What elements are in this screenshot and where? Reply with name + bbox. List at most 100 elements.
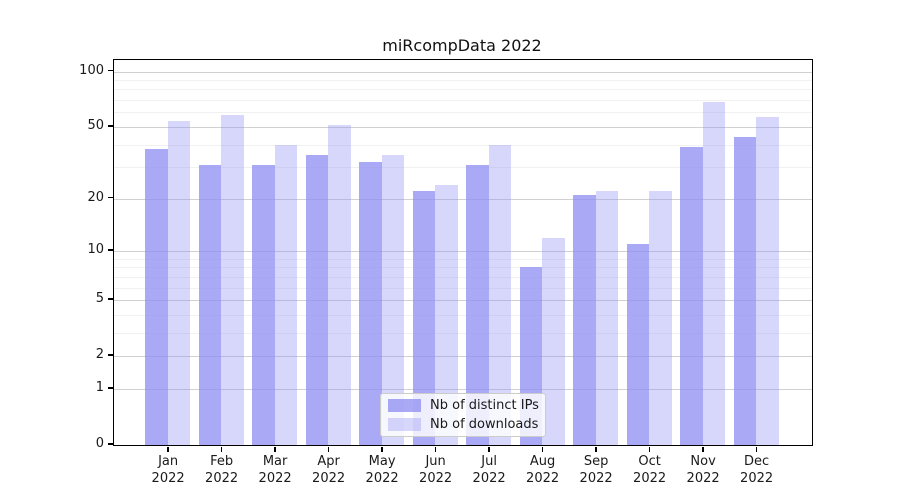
y-tick-label: 100 <box>79 62 104 78</box>
minor-gridline <box>114 276 812 278</box>
x-tick-label-line: Aug <box>529 454 556 469</box>
bar-ips-feb <box>198 164 222 445</box>
x-tick-label-line: 2022 <box>151 471 185 486</box>
major-gridline <box>114 198 812 200</box>
x-tick-label-line: Nov <box>690 454 716 469</box>
y-tick-label: 0 <box>95 436 104 451</box>
x-tick-label-line: 2022 <box>633 471 667 486</box>
x-tick-label-line: 2022 <box>365 471 399 486</box>
x-tick-label-line: 2022 <box>419 471 453 486</box>
x-tick-mark <box>541 446 544 452</box>
minor-gridline <box>114 287 812 289</box>
bar-downloads-jan <box>167 120 191 445</box>
x-tick-mark <box>434 446 437 452</box>
x-tick-label-line: May <box>368 454 396 469</box>
legend-label-downloads: Nb of downloads <box>430 416 539 432</box>
x-tick-label: Oct 2022 <box>618 453 682 487</box>
bar-downloads-may <box>381 155 405 445</box>
x-tick-mark <box>702 446 704 452</box>
minor-gridline <box>114 167 812 169</box>
minor-gridline <box>114 332 812 334</box>
legend: Nb of distinct IPs Nb of downloads <box>380 393 546 437</box>
y-tick-mark <box>108 354 113 356</box>
x-tick-label: Feb 2022 <box>190 453 254 487</box>
bar-ips-dec <box>733 137 757 445</box>
x-tick-label: Dec 2022 <box>725 453 789 487</box>
bar-ips-jan <box>145 148 168 445</box>
x-tick-label-line: Jul <box>481 454 497 469</box>
y-tick-label: 50 <box>87 117 104 133</box>
y-tick-label: 10 <box>87 242 104 257</box>
legend-item-distinct-ips: Nb of distinct IPs <box>388 398 539 414</box>
legend-swatch-distinct-ips <box>388 399 421 413</box>
y-tick-label: 5 <box>95 291 104 307</box>
x-tick-mark <box>220 446 223 452</box>
plot-area: Nb of distinct IPs Nb of downloads <box>113 59 813 446</box>
x-tick-mark <box>648 446 651 452</box>
y-tick-mark <box>108 196 113 199</box>
major-gridline <box>114 126 812 128</box>
bar-ips-may <box>359 162 382 445</box>
bar-ips-apr <box>305 155 329 445</box>
x-tick-mark <box>327 446 330 452</box>
major-gridline <box>114 300 812 302</box>
x-tick-label-line: Sep <box>583 454 609 469</box>
y-tick-label: 1 <box>95 379 104 395</box>
minor-gridline <box>114 80 812 82</box>
legend-item-downloads: Nb of downloads <box>388 417 538 432</box>
x-tick-label-line: Dec <box>744 454 770 469</box>
x-tick-label-line: Feb <box>210 454 234 469</box>
x-tick-label-line: Apr <box>317 454 340 469</box>
x-tick-label-line: Jan <box>158 454 179 469</box>
y-tick-mark <box>108 249 113 251</box>
x-tick-label: Jun 2022 <box>404 453 468 487</box>
x-tick-mark <box>381 446 383 452</box>
y-tick-label: 2 <box>95 347 104 363</box>
bar-downloads-jun <box>435 184 458 445</box>
x-tick-label-line: Jun <box>425 454 446 469</box>
bar-ips-sep <box>573 194 596 445</box>
minor-gridline <box>114 258 812 260</box>
y-tick-mark <box>108 125 113 127</box>
bar-downloads-nov <box>702 102 726 445</box>
minor-gridline <box>114 100 812 102</box>
x-tick-label: Jan 2022 <box>136 453 200 487</box>
bar-downloads-aug <box>542 237 565 445</box>
x-tick-label: Sep 2022 <box>564 453 628 487</box>
bar-downloads-feb <box>221 115 244 445</box>
x-tick-label-line: 2022 <box>579 471 613 486</box>
bar-ips-mar <box>252 164 275 445</box>
x-tick-label-line: 2022 <box>258 471 292 486</box>
y-tick-mark <box>108 69 113 72</box>
chart-title: miRcompData 2022 <box>382 36 542 55</box>
bar-ips-jul <box>466 164 489 445</box>
y-tick-mark <box>108 298 113 300</box>
x-tick-label: Jul 2022 <box>457 453 521 487</box>
x-tick-mark <box>488 446 490 452</box>
x-tick-label-line: 2022 <box>526 471 560 486</box>
bar-downloads-mar <box>274 144 298 445</box>
x-tick-mark <box>274 446 276 452</box>
x-tick-mark <box>755 446 758 452</box>
x-tick-label-line: 2022 <box>740 471 774 486</box>
y-tick-label: 20 <box>87 189 104 205</box>
x-tick-label-line: 2022 <box>686 471 720 486</box>
legend-swatch-downloads <box>388 417 421 431</box>
bar-downloads-jul <box>488 144 512 445</box>
minor-gridline <box>114 112 812 114</box>
bar-downloads-dec <box>756 116 779 445</box>
bar-downloads-sep <box>595 191 619 445</box>
x-tick-label: May 2022 <box>350 453 414 487</box>
major-gridline <box>114 356 812 358</box>
major-gridline <box>114 71 812 73</box>
bar-ips-jun <box>412 191 436 445</box>
x-tick-label: Aug 2022 <box>511 453 575 487</box>
x-tick-label-line: 2022 <box>205 471 239 486</box>
y-tick-mark <box>108 387 113 389</box>
x-tick-mark <box>167 446 169 452</box>
legend-label-distinct-ips: Nb of distinct IPs <box>430 398 539 414</box>
minor-gridline <box>114 314 812 316</box>
x-tick-label-line: 2022 <box>472 471 506 486</box>
bar-downloads-oct <box>649 191 672 445</box>
